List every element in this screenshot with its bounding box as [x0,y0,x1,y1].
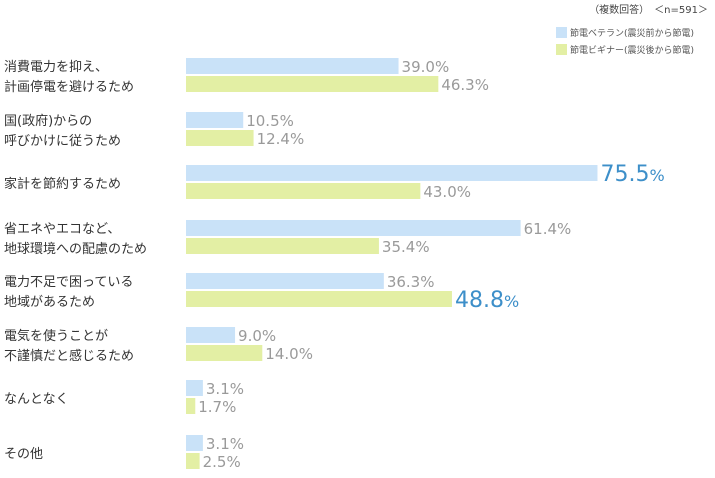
bar-veteran [186,112,244,128]
legend-swatch-beginner [556,44,567,55]
data-label-value: 1.7 [198,398,222,416]
data-label: 10.5% [246,112,294,130]
data-label-unit: % [226,453,240,471]
category-label-line: 家計を節約するため [4,176,121,192]
data-label-value: 10.5 [246,112,279,130]
data-label-unit: % [415,238,429,256]
bar-beginner [186,130,254,146]
data-label-unit: % [222,398,236,416]
data-label-unit: % [280,112,294,130]
data-label: 43.0% [423,183,471,201]
category-label: 電気を使うことが不謹慎だと感じるため [4,328,134,364]
category-label: 電力不足で困っている地域があるため [4,275,133,310]
category-label: その他 [4,447,43,462]
data-label-value: 48.8 [455,288,504,313]
data-label-unit: % [475,76,489,94]
category-label: 家計を節約するため [4,176,121,192]
data-label-value: 3.1 [206,380,230,398]
category-label-line: 消費電力を抑え、 [4,60,108,75]
bar-beginner [186,345,263,361]
labels-group: 消費電力を抑え、計画停電を避けるため39.0%46.3%国(政府)からの呼びかけ… [4,58,665,471]
category-label: なんとなく [4,392,69,407]
category-label-line: 不謹慎だと感じるため [4,348,134,364]
bar-beginner [186,183,421,199]
bar-beginner [186,76,439,92]
bar-veteran [186,58,399,74]
data-label: 36.3% [387,273,435,291]
category-label-line: 電力不足で困っている [4,275,133,290]
data-label-unit: % [262,327,276,345]
data-label: 75.5% [600,162,664,187]
bar-beginner [186,398,196,414]
category-label-line: 地球環境への配慮のため [4,242,147,257]
bar-beginner [186,453,200,469]
category-label-line: 国(政府)からの [4,114,92,129]
legend-label: 節電ベテラン(震災前から節電) [570,27,694,39]
category-label: 消費電力を抑え、計画停電を避けるため [4,60,134,95]
data-label: 3.1% [206,380,244,398]
legend: 節電ベテラン(震災前から節電) 節電ビギナー(震災後から節電) [556,27,694,56]
data-label: 3.1% [206,435,244,453]
data-label-unit: % [290,130,304,148]
category-label-line: 計画停電を避けるため [4,79,134,95]
bar-veteran [186,327,236,343]
bar-veteran [186,380,203,396]
category-label-line: その他 [4,447,43,462]
sample-size-note: （複数回答） ＜n=591＞ [589,3,708,16]
data-label-value: 3.1 [206,435,230,453]
data-label-value: 9.0 [238,327,262,345]
data-label-value: 36.3 [387,273,420,291]
bar-beginner [186,291,452,307]
data-label-value: 75.5 [600,162,649,187]
data-label-value: 61.4 [524,220,557,238]
data-label-value: 2.5 [203,453,227,471]
data-label-value: 46.3 [441,76,474,94]
data-label-unit: % [557,220,571,238]
bar-veteran [186,165,598,181]
data-label-unit: % [504,292,519,311]
data-label-unit: % [457,183,471,201]
category-label-line: 省エネやエコなど、 [4,222,120,237]
data-label-unit: % [230,435,244,453]
data-label: 12.4% [257,130,305,148]
category-label-line: 地域があるため [4,295,95,310]
data-label: 2.5% [203,453,241,471]
bar-veteran [186,435,203,451]
data-label-value: 35.4 [382,238,415,256]
category-label-line: 呼びかけに従うため [4,134,121,149]
data-label: 14.0% [265,345,313,363]
data-label-unit: % [649,166,664,185]
data-label: 1.7% [198,398,236,416]
category-label-line: なんとなく [4,392,69,407]
bar-beginner [186,238,379,254]
legend-label: 節電ビギナー(震災後から節電) [570,44,694,56]
data-label: 39.0% [402,58,450,76]
data-label: 61.4% [524,220,572,238]
data-label-unit: % [435,58,449,76]
data-label-value: 39.0 [402,58,435,76]
data-label-unit: % [299,345,313,363]
legend-swatch-veteran [556,27,567,38]
bar-veteran [186,220,521,236]
data-label: 48.8% [455,288,519,313]
data-label-value: 14.0 [265,345,298,363]
bars-group [186,58,598,469]
category-label: 国(政府)からの呼びかけに従うため [4,114,121,149]
data-label-unit: % [230,380,244,398]
bar-veteran [186,273,384,289]
data-label-unit: % [420,273,434,291]
data-label-value: 12.4 [257,130,290,148]
data-label: 35.4% [382,238,430,256]
data-label: 9.0% [238,327,276,345]
data-label: 46.3% [441,76,489,94]
data-label-value: 43.0 [423,183,456,201]
category-label-line: 電気を使うことが [4,328,108,344]
category-label: 省エネやエコなど、地球環境への配慮のため [4,222,147,257]
